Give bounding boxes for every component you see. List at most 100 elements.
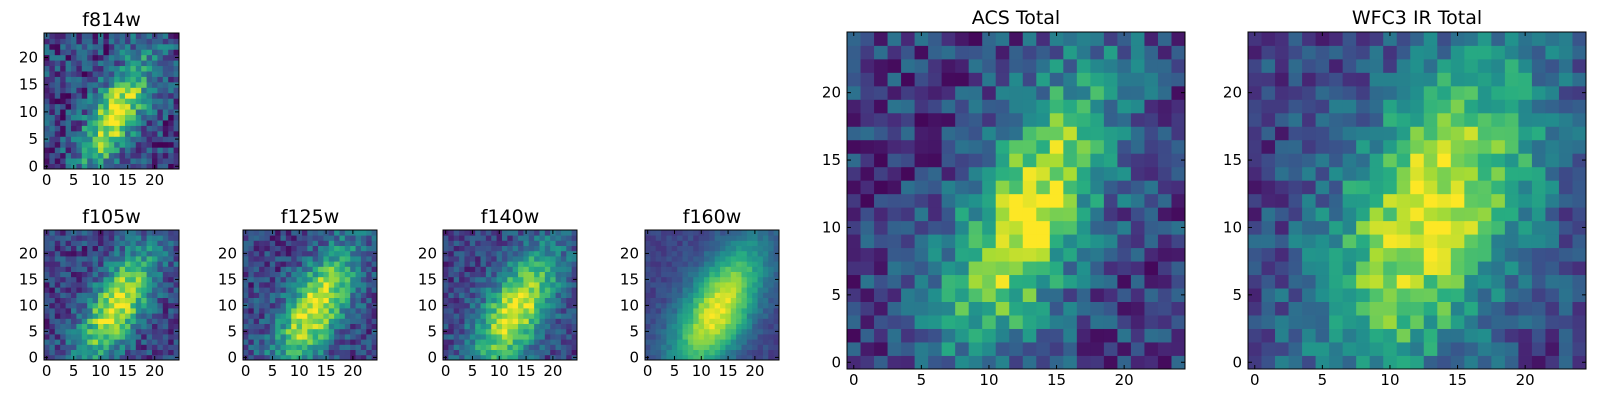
heatmap-cell — [285, 250, 292, 257]
heatmap-cell — [512, 287, 519, 293]
heatmap-cell — [1130, 153, 1145, 168]
heatmap-cell — [328, 349, 335, 356]
heatmap-cell — [501, 297, 508, 304]
heatmap-cell — [125, 92, 131, 99]
heatmap-cell — [1261, 85, 1276, 100]
heatmap-cell — [162, 266, 169, 272]
heatmap-cell — [1275, 301, 1289, 316]
heatmap-cell — [291, 235, 297, 241]
heatmap-cell — [1063, 58, 1078, 73]
heatmap-cell — [860, 328, 875, 343]
heatmap-cell — [928, 220, 943, 235]
heatmap-cell — [1009, 247, 1024, 262]
heatmap-cell — [259, 261, 265, 267]
heatmap-cell — [1157, 315, 1172, 329]
heatmap-cell — [130, 334, 137, 340]
heatmap-cell — [491, 334, 497, 340]
heatmap-cell — [65, 130, 72, 137]
heatmap-cell — [44, 87, 50, 94]
heatmap-cell — [355, 349, 362, 356]
heatmap-cell — [901, 58, 915, 73]
heatmap-cell — [847, 261, 861, 276]
heatmap-cell — [459, 230, 465, 236]
heatmap-cell — [65, 349, 72, 356]
heatmap-cell — [130, 245, 137, 252]
heatmap-cell — [725, 235, 732, 241]
heatmap-cell — [475, 276, 481, 283]
heatmap-cell — [1171, 58, 1186, 73]
heatmap-cell — [173, 240, 180, 246]
heatmap-cell — [655, 349, 662, 356]
heatmap-cell — [360, 240, 367, 246]
heatmap-cell — [98, 339, 104, 345]
heatmap-cell — [746, 287, 753, 293]
heatmap-cell — [98, 292, 104, 298]
heatmap-cell — [914, 99, 929, 114]
heatmap-cell — [141, 266, 147, 272]
heatmap-cell — [448, 344, 455, 350]
heatmap-cell — [555, 250, 562, 257]
heatmap-cell — [1049, 328, 1064, 343]
heatmap-cell — [709, 292, 716, 298]
heatmap-cell — [312, 240, 319, 246]
heatmap-cell — [539, 344, 546, 350]
heatmap-cell — [1369, 32, 1384, 46]
heatmap-cell — [874, 315, 888, 329]
heatmap-cell — [243, 339, 249, 345]
heatmap-cell — [860, 58, 875, 73]
heatmap-cell — [1103, 274, 1118, 289]
heatmap-cell — [1383, 85, 1398, 100]
heatmap-cell — [1103, 288, 1118, 302]
heatmap-cell — [874, 274, 888, 289]
heatmap-cell — [157, 141, 164, 148]
heatmap-cell — [1302, 99, 1316, 114]
heatmap-cell — [768, 266, 775, 272]
heatmap-cell — [464, 261, 471, 267]
heatmap-cell — [248, 328, 255, 335]
heatmap-cell — [1531, 288, 1546, 302]
heatmap-cell — [98, 54, 104, 61]
heatmap-cell — [1049, 274, 1064, 289]
heatmap-cell — [1275, 207, 1289, 222]
heatmap-cell — [1396, 220, 1411, 235]
heatmap-cell — [1076, 355, 1091, 370]
heatmap-cell — [366, 334, 373, 340]
heatmap-cell — [1144, 85, 1159, 100]
heatmap-cell — [1117, 180, 1132, 195]
heatmap-cell — [995, 261, 1010, 276]
heatmap-cell — [741, 344, 748, 350]
heatmap-cell — [746, 318, 753, 324]
heatmap-cell — [135, 136, 142, 143]
heatmap-cell — [98, 114, 104, 121]
heatmap-cell — [119, 43, 126, 50]
heatmap-cell — [275, 240, 281, 246]
heatmap-cell — [92, 71, 99, 77]
heatmap-cell — [941, 126, 956, 141]
heatmap-cell — [1049, 85, 1064, 100]
heatmap-cell — [334, 276, 340, 283]
heatmap-cell — [501, 240, 508, 246]
heatmap-cell — [560, 266, 567, 272]
heatmap-cell — [248, 240, 255, 246]
heatmap-cell — [496, 292, 503, 298]
heatmap-cell — [344, 256, 351, 262]
heatmap-cell — [512, 271, 519, 278]
heatmap-cell — [847, 58, 861, 73]
heatmap-cell — [518, 339, 524, 345]
heatmap-cell — [860, 207, 875, 222]
heatmap-cell — [285, 292, 292, 298]
heatmap-cell — [928, 139, 943, 154]
heatmap-cell — [762, 349, 769, 356]
heatmap-cell — [146, 256, 153, 262]
heatmap-cell — [108, 308, 115, 314]
heatmap-cell — [475, 328, 481, 335]
heatmap-cell — [714, 302, 721, 309]
heatmap-cell — [360, 297, 367, 304]
x-tick-label: 5 — [670, 362, 680, 380]
heatmap-cell — [539, 256, 546, 262]
heatmap-cell — [523, 302, 530, 309]
heatmap-cell — [301, 250, 308, 257]
x-tick-label: 20 — [145, 171, 164, 189]
heatmap-cell — [76, 276, 83, 283]
heatmap-cell — [44, 292, 50, 298]
